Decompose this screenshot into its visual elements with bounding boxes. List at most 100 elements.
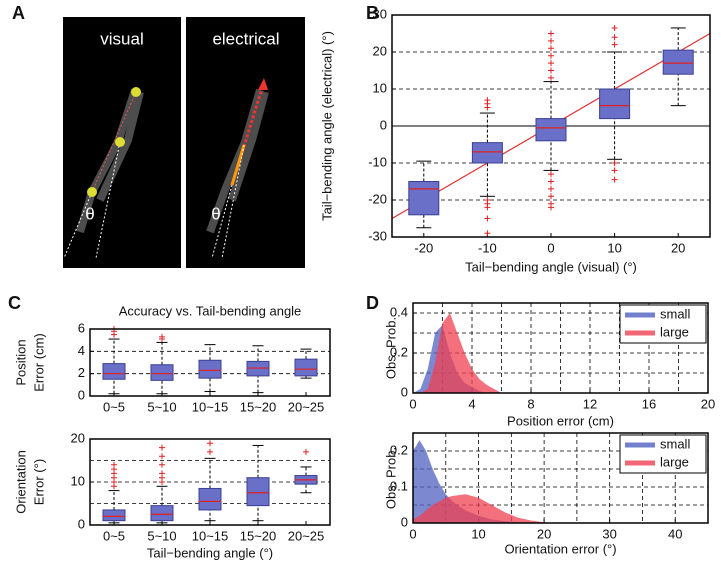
legend-label: large (660, 324, 689, 339)
y-tick-label: 10 (373, 80, 387, 95)
x-tick-label: 12 (583, 396, 597, 411)
outlier (484, 230, 491, 237)
y-tick-label: 4 (78, 343, 85, 358)
box (150, 505, 174, 522)
box (150, 364, 174, 381)
x-axis-label: Tail−bending angle (°) (147, 545, 273, 560)
y-tick-label: 0 (380, 117, 387, 132)
x-tick-label: 0~5 (103, 399, 125, 414)
outlier (611, 176, 618, 183)
box (408, 181, 440, 216)
density-area (413, 494, 558, 523)
outlier (548, 30, 554, 37)
image-label: electrical (212, 29, 279, 48)
x-axis-label: Orientation error (°) (504, 541, 616, 556)
outlier (548, 60, 554, 67)
outlier (548, 178, 554, 185)
y-tick-label: -30 (368, 228, 387, 243)
plot-frame (412, 432, 709, 524)
image (186, 17, 305, 268)
x-tick-label: 5~10 (147, 528, 176, 543)
outlier (548, 45, 554, 52)
outlier (303, 448, 309, 455)
box (198, 359, 222, 379)
box (294, 358, 318, 377)
y-tick-label: 20 (71, 430, 85, 445)
box (662, 49, 694, 75)
x-tick-label: 30 (602, 526, 616, 541)
y-tick-label: 0.2 (390, 344, 408, 359)
keypoint (87, 187, 97, 197)
x-tick-label: 20 (701, 396, 715, 411)
box (198, 487, 222, 511)
box (471, 142, 503, 164)
x-tick-label: 8 (527, 396, 534, 411)
x-tick-label: 15~20 (240, 528, 277, 543)
outlier (548, 67, 554, 74)
outlier (611, 167, 618, 174)
outlier (207, 440, 213, 447)
chart-title: Accuracy vs. Tail-bending angle (119, 303, 302, 318)
panel-label: A (12, 3, 25, 23)
outlier (484, 97, 491, 104)
outlier (611, 160, 618, 166)
outlier (548, 204, 554, 211)
outlier (548, 185, 554, 192)
box (102, 363, 126, 380)
x-tick-label: 15~20 (240, 399, 277, 414)
outlier (159, 453, 165, 460)
y-tick-label: 20 (373, 43, 387, 58)
y-axis-label: Obs. Prob. (383, 447, 398, 509)
y-tick-label: -20 (368, 191, 387, 206)
x-tick-label: 20 (537, 526, 551, 541)
keypoint (115, 137, 125, 147)
box (102, 509, 126, 522)
x-tick-label: 10~15 (192, 399, 229, 414)
box (535, 118, 567, 142)
outlier (548, 193, 554, 200)
outlier (159, 470, 165, 477)
y-axis-label: Error (cm) (31, 333, 46, 392)
outlier (548, 37, 554, 44)
x-tick-label: 4 (468, 396, 475, 411)
y-tick-label: 30 (373, 6, 387, 21)
outlier (484, 215, 491, 222)
axis-line (221, 144, 245, 259)
y-tick-label: 0 (401, 514, 408, 529)
y-axis-label: Obs. Prob. (383, 317, 398, 379)
outlier (159, 444, 165, 451)
y-tick-label: 10 (71, 473, 85, 488)
keypoint (131, 87, 141, 97)
y-tick-label: -10 (368, 154, 387, 169)
legend-box (619, 434, 707, 474)
x-axis-label: Tail−bending angle (visual) (°) (465, 259, 637, 274)
x-axis-label: Position error (cm) (507, 413, 614, 428)
plot-frame (412, 302, 709, 394)
x-tick-label: -10 (478, 240, 497, 255)
x-tick-label: 10 (471, 526, 485, 541)
y-tick-label: 0.1 (390, 478, 408, 493)
x-tick-label: 20 (671, 240, 685, 255)
outlier (484, 204, 491, 211)
x-tick-label: 16 (642, 396, 656, 411)
box (599, 88, 631, 120)
plot-frame (89, 438, 331, 526)
panel-label: C (8, 293, 21, 313)
y-axis-label: Tail−bending angle (electrical) (°) (319, 31, 334, 221)
x-tick-label: 20~25 (288, 528, 325, 543)
x-tick-label: 0~5 (103, 528, 125, 543)
x-tick-label: 10 (607, 240, 621, 255)
legend-box (619, 304, 707, 344)
x-tick-label: 0 (547, 240, 554, 255)
outlier (548, 171, 554, 178)
density-area (413, 313, 502, 393)
arrowhead (258, 78, 268, 90)
image-panels: visual electrical θ θ (63, 17, 305, 268)
legend-label: large (660, 454, 689, 469)
angle-label: θ (85, 204, 94, 223)
plot-frame (391, 14, 711, 238)
legend-label: small (660, 306, 690, 321)
y-tick-label: 0 (78, 516, 85, 531)
arrow (230, 144, 246, 186)
